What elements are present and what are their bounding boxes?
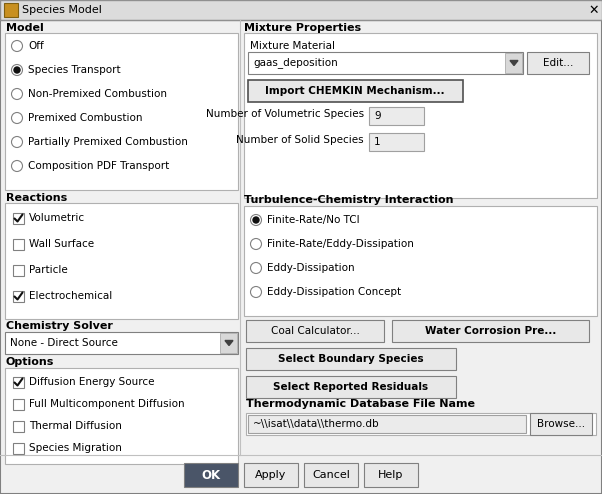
Bar — [184, 463, 238, 487]
Circle shape — [11, 88, 22, 99]
Text: Cancel: Cancel — [312, 470, 350, 480]
Text: Non-Premixed Combustion: Non-Premixed Combustion — [28, 89, 167, 99]
Text: Number of Solid Species: Number of Solid Species — [237, 135, 364, 145]
Text: gaas_deposition: gaas_deposition — [253, 57, 338, 69]
Bar — [369, 133, 424, 151]
Circle shape — [11, 41, 22, 51]
Text: Thermodynamic Database File Name: Thermodynamic Database File Name — [246, 399, 475, 409]
Bar — [13, 399, 23, 410]
Text: Options: Options — [6, 357, 54, 367]
Text: Select Reported Residuals: Select Reported Residuals — [273, 382, 429, 392]
Bar — [13, 264, 23, 276]
Circle shape — [250, 287, 261, 297]
Circle shape — [250, 262, 261, 274]
Bar — [527, 52, 589, 74]
Bar — [304, 463, 358, 487]
Text: Partially Premixed Combustion: Partially Premixed Combustion — [28, 137, 188, 147]
Bar — [369, 107, 424, 125]
Bar — [5, 33, 238, 190]
Text: None - Direct Source: None - Direct Source — [10, 338, 118, 348]
Text: Species Migration: Species Migration — [29, 443, 122, 453]
Text: Turbulence-Chemistry Interaction: Turbulence-Chemistry Interaction — [244, 195, 453, 205]
Text: Browse...: Browse... — [537, 419, 585, 429]
Circle shape — [14, 67, 20, 73]
Bar — [13, 212, 23, 223]
Bar — [246, 348, 456, 370]
Text: Off: Off — [28, 41, 44, 51]
Bar — [392, 320, 589, 342]
Bar — [505, 53, 522, 73]
Text: Thermal Diffusion: Thermal Diffusion — [29, 421, 122, 431]
Text: Import CHEMKIN Mechanism...: Import CHEMKIN Mechanism... — [265, 86, 445, 96]
Bar — [13, 420, 23, 431]
Bar — [248, 52, 523, 74]
Text: Apply: Apply — [255, 470, 287, 480]
Text: Composition PDF Transport: Composition PDF Transport — [28, 161, 169, 171]
Circle shape — [11, 161, 22, 171]
Bar — [246, 413, 596, 435]
Circle shape — [250, 214, 261, 225]
Circle shape — [250, 239, 261, 249]
Bar — [5, 332, 238, 354]
Text: Eddy-Dissipation: Eddy-Dissipation — [267, 263, 355, 273]
Text: Help: Help — [378, 470, 404, 480]
Bar — [4, 3, 18, 17]
Bar — [5, 203, 238, 319]
Text: Diffusion Energy Source: Diffusion Energy Source — [29, 377, 155, 387]
Text: 1: 1 — [374, 137, 380, 147]
Text: Electrochemical: Electrochemical — [29, 291, 112, 301]
Circle shape — [11, 65, 22, 76]
Bar — [13, 443, 23, 453]
Text: Species Model: Species Model — [22, 5, 102, 15]
Bar — [248, 80, 463, 102]
Text: Species Transport: Species Transport — [28, 65, 120, 75]
Text: OK: OK — [202, 468, 220, 482]
Text: Select Boundary Species: Select Boundary Species — [278, 354, 424, 364]
Text: Coal Calculator...: Coal Calculator... — [270, 326, 359, 336]
Bar — [13, 376, 23, 387]
Bar — [13, 239, 23, 249]
Bar — [364, 463, 418, 487]
Bar — [220, 333, 237, 353]
Bar — [530, 413, 592, 435]
Circle shape — [11, 113, 22, 124]
Bar — [246, 376, 456, 398]
Text: Mixture Material: Mixture Material — [250, 41, 335, 51]
Bar — [5, 368, 238, 464]
Bar — [244, 463, 298, 487]
Text: Model: Model — [6, 23, 44, 33]
Text: Mixture Properties: Mixture Properties — [244, 23, 361, 33]
Text: Number of Volumetric Species: Number of Volumetric Species — [206, 109, 364, 119]
Text: Finite-Rate/No TCI: Finite-Rate/No TCI — [267, 215, 359, 225]
Polygon shape — [510, 60, 518, 66]
Bar — [0, 0, 602, 20]
Text: Reactions: Reactions — [6, 193, 67, 203]
Bar — [13, 290, 23, 301]
Text: Full Multicomponent Diffusion: Full Multicomponent Diffusion — [29, 399, 185, 409]
Text: 9: 9 — [374, 111, 380, 121]
Bar — [244, 206, 597, 316]
Circle shape — [253, 217, 259, 223]
Bar — [244, 33, 597, 198]
Text: Water Corrosion Pre...: Water Corrosion Pre... — [425, 326, 556, 336]
Text: Eddy-Dissipation Concept: Eddy-Dissipation Concept — [267, 287, 401, 297]
Text: ~\\isat\\data\\thermo.db: ~\\isat\\data\\thermo.db — [253, 419, 380, 429]
Text: Finite-Rate/Eddy-Dissipation: Finite-Rate/Eddy-Dissipation — [267, 239, 414, 249]
Text: Particle: Particle — [29, 265, 68, 275]
Text: Premixed Combustion: Premixed Combustion — [28, 113, 143, 123]
Bar — [248, 415, 526, 433]
Circle shape — [11, 136, 22, 148]
Text: Volumetric: Volumetric — [29, 213, 85, 223]
Text: ✕: ✕ — [589, 3, 599, 16]
Bar — [246, 320, 384, 342]
Text: Edit...: Edit... — [543, 58, 573, 68]
Polygon shape — [225, 340, 233, 345]
Text: Wall Surface: Wall Surface — [29, 239, 94, 249]
Text: Chemistry Solver: Chemistry Solver — [6, 321, 113, 331]
